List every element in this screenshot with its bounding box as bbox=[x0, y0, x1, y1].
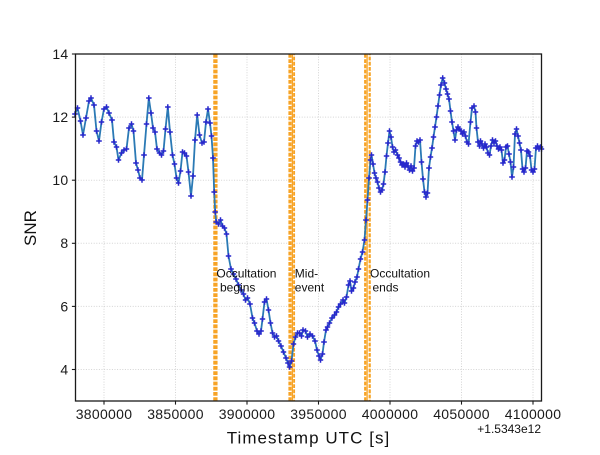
svg-text:Occultation: Occultation bbox=[216, 267, 276, 281]
svg-text:8: 8 bbox=[60, 235, 68, 251]
svg-text:4100000: 4100000 bbox=[505, 406, 562, 422]
svg-text:14: 14 bbox=[52, 46, 68, 62]
svg-text:Mid-: Mid- bbox=[295, 267, 318, 281]
svg-text:4000000: 4000000 bbox=[362, 406, 419, 422]
svg-text:3850000: 3850000 bbox=[147, 406, 204, 422]
svg-text:begins: begins bbox=[220, 281, 255, 295]
svg-text:4050000: 4050000 bbox=[433, 406, 490, 422]
svg-text:10: 10 bbox=[52, 172, 68, 188]
svg-text:Timestamp UTC [s]: Timestamp UTC [s] bbox=[227, 429, 391, 448]
svg-text:3900000: 3900000 bbox=[219, 406, 276, 422]
svg-text:4: 4 bbox=[60, 361, 68, 377]
svg-text:3950000: 3950000 bbox=[290, 406, 347, 422]
svg-text:3800000: 3800000 bbox=[76, 406, 133, 422]
svg-text:event: event bbox=[295, 281, 325, 295]
svg-text:Occultation: Occultation bbox=[370, 267, 430, 281]
svg-text:+1.5343e12: +1.5343e12 bbox=[477, 422, 541, 436]
svg-text:12: 12 bbox=[52, 109, 68, 125]
svg-text:ends: ends bbox=[373, 281, 399, 295]
svg-text:6: 6 bbox=[60, 298, 68, 314]
svg-text:SNR: SNR bbox=[21, 210, 40, 246]
